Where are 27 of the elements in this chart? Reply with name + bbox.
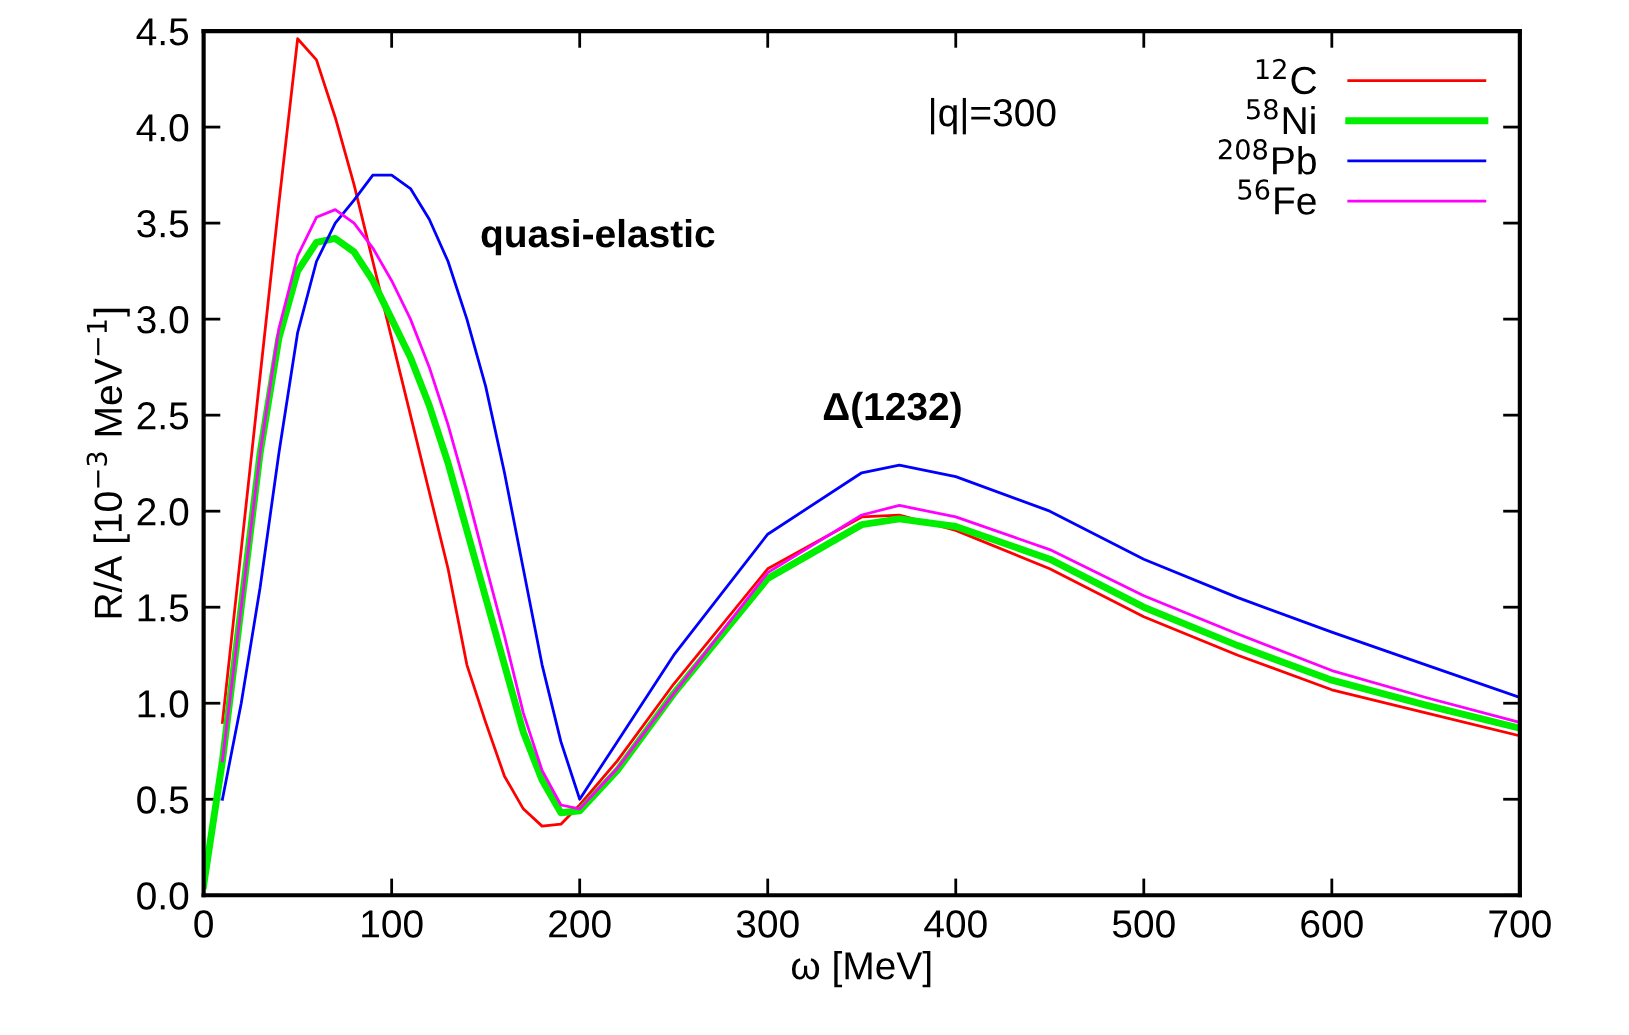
legend-label: $^{208}$Pb [1218,139,1316,175]
x-tick-label: 300 [736,910,799,938]
x-tick-label: 700 [1489,910,1551,938]
x-tick-label: 200 [549,910,611,938]
y-tick-label: 0.5 [137,786,189,814]
y-tick-label: 3.0 [137,306,189,334]
y-tick-label: 2.5 [137,402,189,430]
y-tick-label: 3.5 [137,210,189,238]
x-tick-label: 500 [1112,910,1175,938]
y-tick-label: 0.0 [137,882,189,910]
x-axis-title: ω [MeV] [791,950,931,988]
y-tick-label: 2.0 [137,498,189,526]
annotation: |q|=300 [931,97,1056,135]
annotation: Δ(1232) [823,391,961,429]
x-tick-label: 400 [924,910,987,938]
legend-label: $^{56}$Fe [1238,179,1316,215]
y-tick-label: 4.5 [136,18,189,46]
y-tick-label: 1.5 [138,594,189,622]
legend-label: $^{58}$Ni [1247,98,1315,135]
legend-label: $^{12}$C [1256,58,1317,95]
x-tick-label: 0 [194,910,213,938]
y-tick-label: 1.0 [138,690,189,718]
x-tick-label: 100 [362,910,423,938]
annotation: quasi-elastic [481,218,715,256]
y-axis-title: R/A [10$^{−3}$ MeV$^{−1}$] [86,308,130,618]
y-tick-label: 4.0 [136,114,189,142]
x-tick-label: 600 [1301,910,1363,938]
